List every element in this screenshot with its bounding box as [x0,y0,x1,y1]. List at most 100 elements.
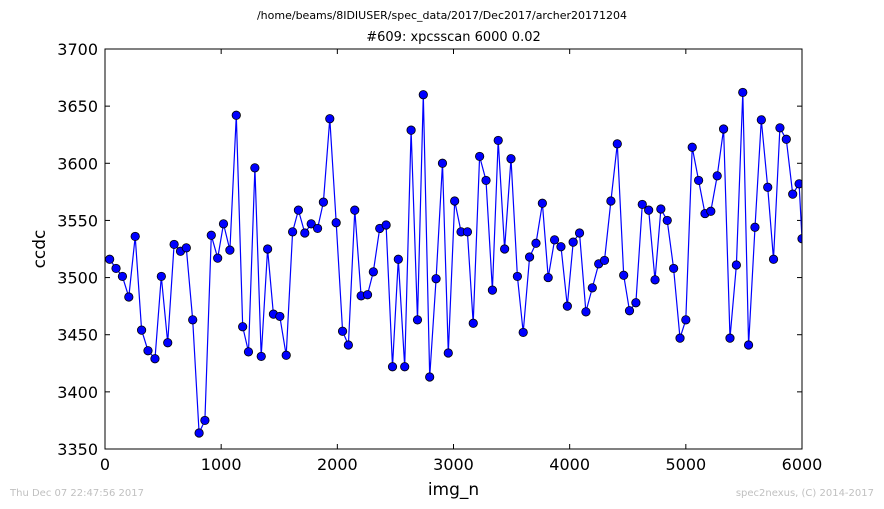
data-point [619,270,629,280]
data-point [788,189,798,199]
data-point [612,139,622,149]
footer-credit: spec2nexus, (C) 2014-2017 [735,488,874,499]
data-point [462,227,473,237]
data-point [400,362,410,372]
data-point [387,362,398,372]
x-tick-label: 2000 [317,455,358,474]
data-point [487,285,498,295]
chart-title: #609: xpcsscan 6000 0.02 [366,30,541,45]
data-point [568,237,578,247]
data-point [218,219,229,229]
data-point [256,351,266,362]
data-point [300,228,310,238]
data-point [581,307,591,317]
data-point [725,333,735,343]
footer-timestamp: Thu Dec 07 22:47:56 2017 [10,488,144,499]
data-point [163,338,173,348]
data-point [337,326,348,336]
data-point [331,218,341,228]
data-series [105,87,802,438]
data-point [481,175,491,186]
data-point [213,253,223,263]
data-point [512,271,522,282]
data-point [712,171,722,181]
data-point [694,175,704,186]
data-point [524,252,535,262]
data-point [231,110,241,120]
data-point [350,205,360,215]
y-tick-label: 3350 [57,440,98,459]
data-point [181,243,191,253]
data-point [794,179,802,189]
data-point [343,340,353,350]
data-point [225,245,235,255]
data-point [650,275,660,285]
data-point [188,315,198,325]
data-point [318,197,328,207]
data-point [306,219,316,229]
data-point [130,231,140,242]
data-point [493,135,503,146]
data-point [687,142,697,152]
data-point [750,222,760,232]
data-point [624,306,635,316]
data-point [537,198,547,208]
data-point [281,350,291,360]
data-point [718,124,729,134]
data-point [756,115,766,125]
data-point [381,220,391,230]
data-point [293,205,304,215]
data-point [169,239,179,250]
data-point [637,199,647,210]
y-tick-label: 3650 [57,97,98,116]
data-point [662,215,672,226]
data-point [250,163,260,173]
y-tick-label: 3600 [57,154,98,173]
figure-suptitle: /home/beams/8IDIUSER/spec_data/2017/Dec2… [256,9,628,22]
data-point [111,263,121,274]
data-point [238,322,248,332]
data-point [450,196,460,206]
data-point [443,348,453,358]
data-point [644,205,654,215]
data-point [143,346,153,356]
data-point [393,254,403,264]
data-point [206,230,216,240]
data-point [531,238,541,248]
data-point [556,242,566,252]
data-point [669,263,679,274]
data-point [468,318,478,328]
data-point [506,154,516,164]
data-point [243,347,254,357]
data-point [631,298,641,308]
data-point [412,315,423,325]
y-tick-label: 3400 [57,383,98,402]
data-point [763,182,773,192]
data-point [543,272,553,283]
x-tick-label: 1000 [201,455,242,474]
data-point [368,267,378,277]
data-point [587,283,597,293]
x-tick-label: 4000 [549,455,590,474]
data-point [150,354,160,364]
data-point [105,254,115,264]
x-tick-label: 0 [100,455,110,474]
data-point [194,428,204,438]
y-tick-label: 3550 [57,211,98,230]
data-point [518,327,528,338]
data-point [574,228,585,238]
data-point [775,123,785,133]
y-axis-label: ccdc [30,230,50,269]
data-point [743,340,754,350]
data-point [136,325,147,335]
y-tick-label: 3450 [57,326,98,345]
data-point [675,333,685,343]
data-point [418,90,428,100]
x-axis-label: img_n [428,480,479,500]
plot-frame [104,48,803,450]
data-point [475,151,485,162]
data-point [288,227,298,237]
data-point [781,134,791,144]
data-point [562,301,572,311]
